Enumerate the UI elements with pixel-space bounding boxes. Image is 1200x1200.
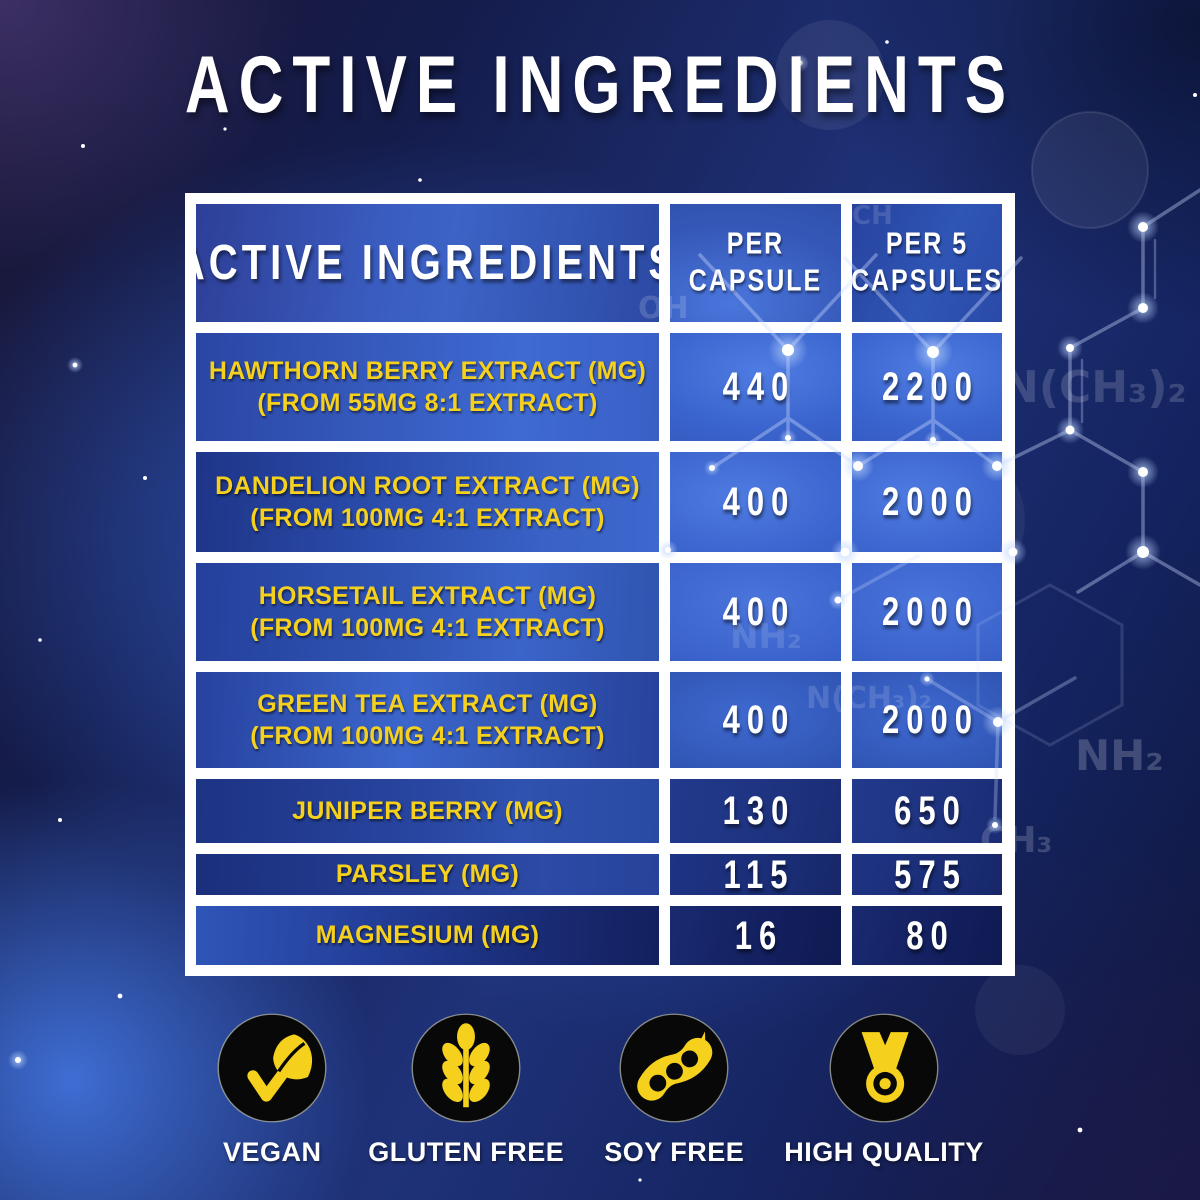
table-row-green-tea: GREEN TEA EXTRACT (MG) (FROM 100MG 4:1 E… [196, 672, 1004, 768]
ingredient-name-cell: GREEN TEA EXTRACT (MG) (FROM 100MG 4:1 E… [196, 672, 659, 768]
ingredient-name-cell: HAWTHORN BERRY EXTRACT (MG) (FROM 55MG 8… [196, 333, 659, 441]
table-row-parsley: PARSLEY (MG) 115 575 [196, 854, 1004, 895]
badge-high-quality: HIGH QUALITY [784, 1012, 984, 1168]
per-5-capsules-value: 2200 [852, 333, 1002, 441]
page-title: ACTIVE INGREDIENTS [184, 40, 1016, 131]
badge-label: HIGH QUALITY [784, 1137, 984, 1167]
feature-badges: VEGAN GLUTEN FREE [0, 1012, 1200, 1168]
per-capsule-value: 400 [670, 563, 841, 661]
active-ingredients-table: ACTIVE INGREDIENTS PER CAPSULE PER 5 CAP… [185, 193, 1015, 976]
per-5-capsules-value: 2000 [852, 563, 1002, 661]
per-5-capsules-value: 80 [852, 906, 1002, 965]
ingredient-name-cell: PARSLEY (MG) [196, 854, 659, 895]
badge-label: VEGAN [222, 1137, 322, 1167]
per-5-capsules-value: 2000 [852, 672, 1002, 768]
wheat-icon [411, 1013, 521, 1123]
table-row-hawthorn: HAWTHORN BERRY EXTRACT (MG) (FROM 55MG 8… [196, 333, 1004, 441]
per-5-capsules-value: 2000 [852, 452, 1002, 552]
per-capsule-value: 440 [670, 333, 841, 441]
table-row-horsetail: HORSETAIL EXTRACT (MG) (FROM 100MG 4:1 E… [196, 563, 1004, 661]
header-per-capsule: PER CAPSULE [670, 204, 841, 322]
badge-label: SOY FREE [604, 1137, 745, 1167]
medal-icon [829, 1013, 939, 1123]
table-row-magnesium: MAGNESIUM (MG) 16 80 [196, 906, 1004, 965]
table-row-juniper: JUNIPER BERRY (MG) 130 650 [196, 779, 1004, 843]
table-header-row: ACTIVE INGREDIENTS PER CAPSULE PER 5 CAP… [196, 204, 1004, 322]
per-capsule-value: 400 [670, 672, 841, 768]
badge-soy-free: SOY FREE [604, 1012, 744, 1168]
badge-vegan: VEGAN [216, 1012, 328, 1168]
table-row-dandelion: DANDELION ROOT EXTRACT (MG) (FROM 100MG … [196, 452, 1004, 552]
soybean-icon [619, 1013, 729, 1123]
ingredient-name-cell: HORSETAIL EXTRACT (MG) (FROM 100MG 4:1 E… [196, 563, 659, 661]
per-capsule-value: 115 [670, 854, 841, 895]
per-capsule-value: 130 [670, 779, 841, 843]
per-capsule-value: 400 [670, 452, 841, 552]
svg-text:NH₂: NH₂ [1075, 731, 1164, 780]
header-ingredients: ACTIVE INGREDIENTS [196, 204, 659, 322]
ingredient-name-cell: DANDELION ROOT EXTRACT (MG) (FROM 100MG … [196, 452, 659, 552]
header-per-5-capsules: PER 5 CAPSULES [852, 204, 1002, 322]
per-5-capsules-value: 575 [852, 854, 1002, 895]
ingredient-name-cell: JUNIPER BERRY (MG) [196, 779, 659, 843]
badge-label: GLUTEN FREE [368, 1137, 565, 1167]
ingredient-name-cell: MAGNESIUM (MG) [196, 906, 659, 965]
vegan-leaf-check-icon [217, 1013, 327, 1123]
svg-text:N(CH₃)₂: N(CH₃)₂ [1002, 362, 1187, 413]
badge-gluten-free: GLUTEN FREE [368, 1012, 564, 1168]
per-5-capsules-value: 650 [852, 779, 1002, 843]
per-capsule-value: 16 [670, 906, 841, 965]
